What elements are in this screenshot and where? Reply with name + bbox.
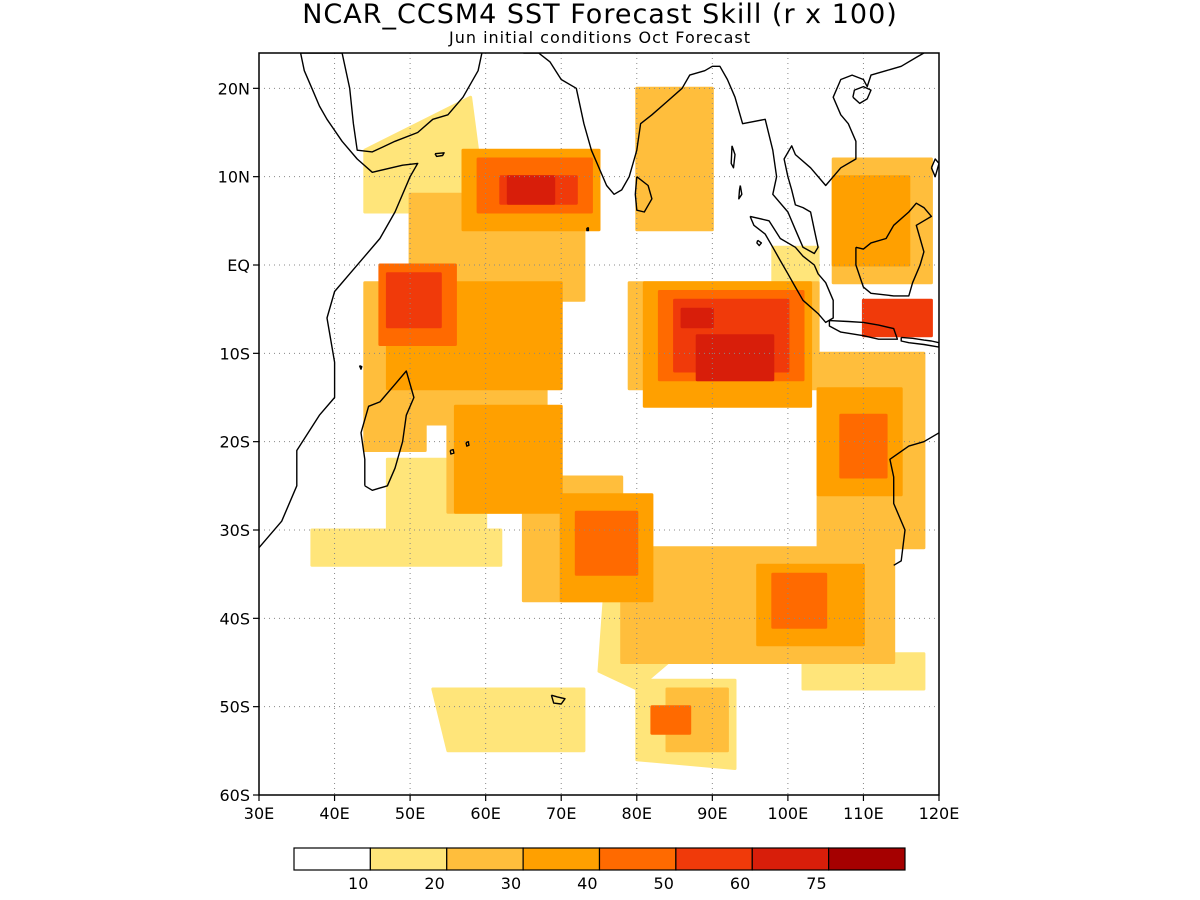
axis-ticks: 30E 40E 50E 60E 70E 80E 90E 100E 110E 120E 20N 10N E…	[218, 79, 960, 823]
lat-tick-label: 50S	[219, 698, 250, 717]
lat-tick-label: 20N	[218, 79, 250, 98]
coastline-comoros	[358, 365, 363, 370]
skill-region	[680, 307, 714, 329]
coastline-africa	[259, 53, 419, 549]
skill-region	[650, 705, 692, 735]
coastline-madagascar	[360, 370, 415, 491]
lat-tick-label: 30S	[219, 521, 250, 540]
lon-tick-label: 60E	[470, 804, 500, 823]
colorbar-swatch	[369, 847, 448, 871]
colorbar-label: 30	[501, 874, 521, 893]
coastline-reunion	[449, 448, 455, 455]
lon-tick-label: 110E	[843, 804, 884, 823]
lon-tick-label: 40E	[319, 804, 349, 823]
colorbar-label: 60	[730, 874, 750, 893]
coastline-philippines	[930, 158, 939, 178]
colorbar-label: 75	[806, 874, 826, 893]
lon-tick-label: 70E	[546, 804, 576, 823]
coastline-hainan	[852, 85, 872, 105]
lon-tick-label: 120E	[919, 804, 960, 823]
lat-tick-label: EQ	[227, 256, 250, 275]
lat-tick-label: 20S	[219, 433, 250, 452]
skill-region	[310, 528, 503, 567]
skill-region	[695, 334, 775, 382]
skill-region	[385, 272, 442, 329]
colorbar-label: 10	[348, 874, 368, 893]
lat-tick-label: 60S	[219, 786, 250, 805]
map-subtitle: Jun initial conditions Oct Forecast	[448, 28, 752, 47]
coastline-srilanka	[634, 176, 653, 213]
skill-fields	[310, 86, 933, 770]
skill-region	[431, 687, 586, 753]
skill-region	[861, 298, 933, 338]
coastline-bali_lombok	[900, 336, 939, 348]
coastline-nicobar	[738, 185, 743, 200]
skill-region	[831, 175, 911, 267]
colorbar-label: 40	[577, 874, 597, 893]
colorbar-swatch	[751, 847, 830, 871]
lon-tick-label: 50E	[395, 804, 425, 823]
coastline-maldives	[586, 227, 590, 232]
coastline-andaman	[730, 145, 736, 169]
map-plot-area	[258, 52, 940, 796]
map-title: NCAR_CCSM4 SST Forecast Skill (r x 100)	[302, 0, 898, 30]
gridlines	[259, 53, 939, 795]
skill-region	[839, 413, 888, 479]
colorbar-swatch	[675, 847, 753, 871]
lat-tick-label: 10S	[219, 344, 250, 363]
skill-region	[574, 510, 639, 576]
coastline-mauritius	[465, 441, 470, 447]
lon-tick-label: 80E	[622, 804, 652, 823]
lat-tick-label: 10N	[218, 168, 250, 187]
colorbar-swatch	[598, 847, 677, 871]
colorbar: 10 20 30 40 50 60 75	[293, 847, 906, 893]
coastline-socotra	[434, 152, 445, 158]
skill-region	[771, 572, 828, 629]
colorbar-label: 50	[654, 874, 674, 893]
coastline-arabia	[300, 53, 483, 153]
lon-tick-label: 30E	[244, 804, 274, 823]
coastline-borneo	[855, 202, 933, 297]
coastline-kerguelen	[550, 694, 566, 705]
coastline-australia	[889, 432, 939, 566]
colorbar-swatch	[446, 847, 524, 871]
colorbar-swatch	[293, 847, 371, 871]
lat-tick-label: 40S	[219, 609, 250, 628]
coastlines	[259, 53, 939, 705]
colorbar-swatch	[828, 847, 906, 871]
colorbar-label: 20	[424, 874, 444, 893]
skill-region	[506, 175, 556, 205]
lon-tick-label: 100E	[768, 804, 809, 823]
colorbar-swatch	[522, 847, 601, 871]
lon-tick-label: 90E	[697, 804, 727, 823]
map-frame	[258, 52, 940, 796]
skill-region	[453, 404, 563, 514]
coastline-simeulue	[756, 239, 763, 247]
coastline-java	[828, 319, 899, 340]
coastline-india	[523, 53, 925, 255]
skill-region	[635, 86, 714, 232]
